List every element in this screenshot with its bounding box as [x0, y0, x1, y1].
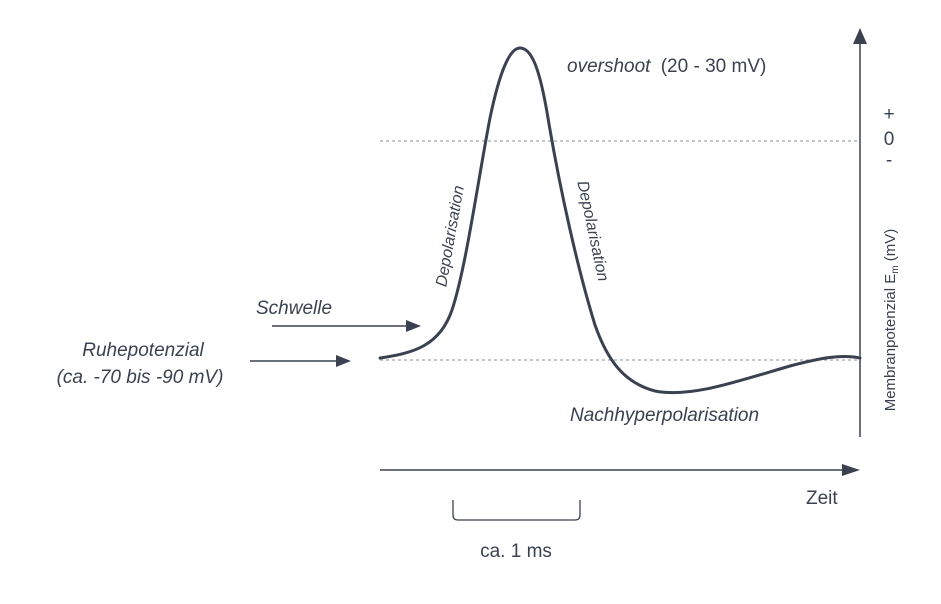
overshoot-range: (20 - 30 mV): [661, 56, 767, 77]
schwelle-arrowhead: [406, 320, 421, 332]
y-axis-label-subscript: m: [890, 265, 901, 273]
y-axis-label-unit: (mV): [882, 229, 899, 266]
y-axis-label: Membranpotenzial Em (mV): [882, 229, 901, 412]
nachhyperpolarisation-label: Nachhyperpolarisation: [570, 405, 759, 426]
action-potential-curve: [378, 46, 862, 395]
x-axis-label: Zeit: [806, 488, 838, 509]
y-axis-arrowhead: [853, 28, 867, 44]
schwelle-label: Schwelle: [256, 298, 332, 319]
duration-bracket: [452, 500, 581, 521]
minus-sign: -: [886, 150, 892, 171]
y-axis-label-prefix: Membranpotenzial E: [882, 274, 899, 412]
overshoot-italic: overshoot: [567, 56, 651, 77]
ruhepotenzial-label: Ruhepotenzial: [82, 340, 204, 361]
ruhepotenzial-range-label: (ca. -70 bis -90 mV): [57, 367, 224, 388]
overshoot-label: overshoot (20 - 30 mV): [567, 56, 766, 77]
plus-sign: +: [883, 104, 894, 125]
x-axis-arrowhead: [842, 464, 860, 476]
ruhe-arrowhead: [336, 355, 351, 367]
duration-label: ca. 1 ms: [480, 541, 552, 562]
zero-sign: 0: [884, 129, 895, 150]
